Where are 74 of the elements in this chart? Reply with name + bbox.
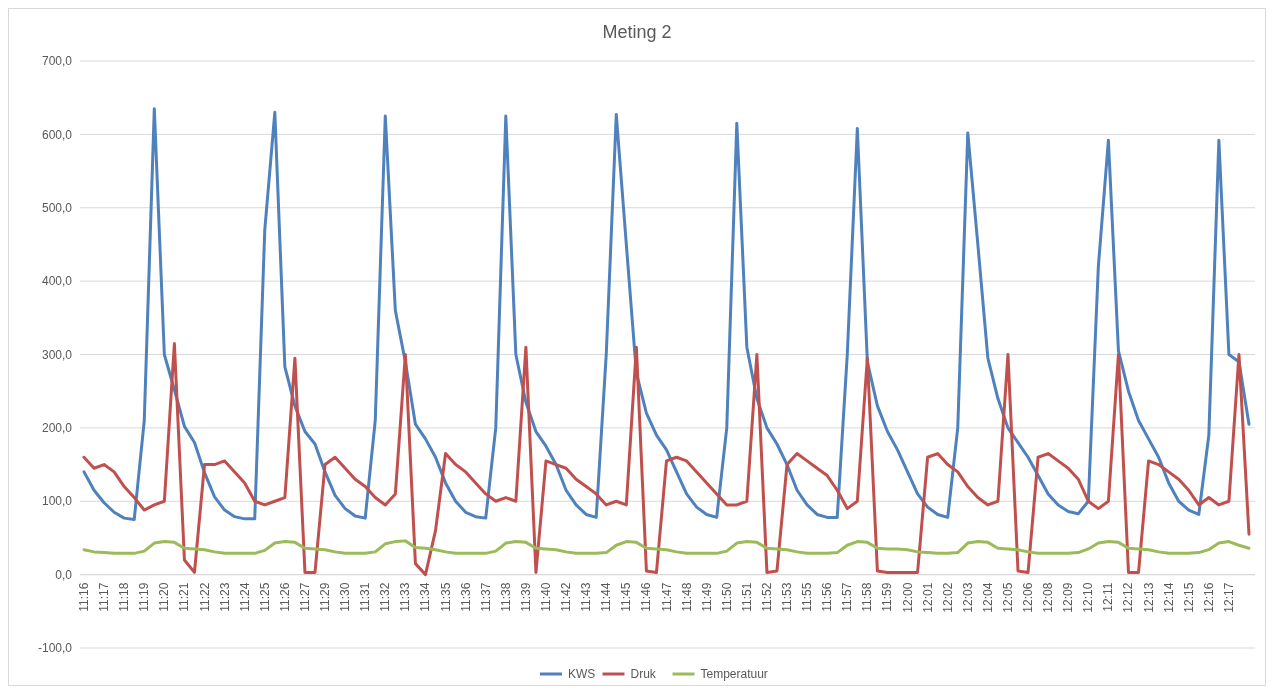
x-tick-label: 12:17 (1221, 582, 1236, 613)
y-tick-label: 600,0 (41, 127, 73, 142)
x-tick-label: 11:38 (498, 582, 513, 612)
x-tick-label: 11:16 (77, 582, 91, 612)
x-tick-label: 11:47 (659, 582, 674, 612)
line-series (82, 539, 1251, 555)
y-tick-label: 500,0 (41, 200, 73, 215)
x-tick-label: 11:58 (860, 582, 875, 612)
x-tick-label: 11:43 (579, 582, 594, 612)
x-tick-label: 12:16 (1201, 582, 1216, 613)
x-tick-label: 11:57 (840, 582, 855, 612)
x-tick-label: 11:21 (177, 582, 192, 612)
y-tick-label: 100,0 (41, 494, 73, 509)
x-tick-label: 11:42 (559, 582, 574, 612)
x-tick-label: 11:25 (257, 582, 272, 612)
legend-label: Druk (630, 667, 657, 682)
x-tick-label: 12:01 (920, 582, 935, 613)
x-tick-label: 11:44 (599, 582, 614, 612)
x-tick-label: 11:48 (679, 582, 694, 612)
x-tick-label: 11:45 (619, 582, 634, 612)
legend-label: KWS (568, 667, 596, 682)
x-tick-label: 11:46 (639, 582, 654, 612)
x-tick-label: 12:11 (1101, 582, 1116, 612)
x-tick-label: 11:20 (157, 582, 172, 612)
y-tick-label: 0,0 (55, 567, 73, 582)
x-tick-label: 11:37 (478, 582, 493, 612)
x-tick-label: 11:34 (418, 582, 433, 612)
y-tick-label: 400,0 (41, 274, 73, 289)
x-tick-label: 11:31 (358, 582, 373, 612)
x-tick-label: 12:12 (1121, 582, 1136, 613)
x-tick-label: 11:19 (137, 582, 152, 612)
x-tick-label: 11:51 (739, 582, 754, 612)
x-tick-label: 12:00 (900, 582, 915, 613)
x-tick-label: 12:14 (1161, 582, 1176, 613)
x-tick-label: 12:10 (1081, 582, 1096, 613)
x-tick-label: 11:39 (518, 582, 533, 612)
x-tick-label: 11:49 (699, 582, 714, 612)
line-series (82, 107, 1251, 522)
x-tick-label: 11:23 (217, 582, 232, 612)
x-tick-label: 11:33 (398, 582, 413, 612)
x-tick-label: 11:36 (458, 582, 473, 612)
x-tick-label: 12:03 (960, 582, 975, 613)
y-tick-label: 300,0 (41, 347, 73, 362)
x-tick-label: 11:35 (438, 582, 453, 612)
x-tick-label: 11:56 (820, 582, 835, 612)
legend-label: Temperatuur (700, 667, 768, 682)
x-tick-label: 11:50 (719, 582, 734, 612)
x-tick-label: 12:15 (1181, 582, 1196, 613)
x-tick-label: 12:02 (940, 582, 955, 613)
chart-title: Meting 2 (602, 22, 672, 42)
x-tick-label: 11:59 (880, 582, 895, 612)
x-tick-label: 11:27 (297, 582, 312, 612)
x-tick-label: 11:29 (318, 582, 333, 612)
x-tick-label: 12:13 (1141, 582, 1156, 613)
y-tick-label: 700,0 (41, 54, 73, 69)
x-tick-label: 11:24 (237, 582, 252, 612)
line-series (82, 341, 1251, 577)
x-tick-label: 11:53 (780, 582, 795, 612)
x-tick-label: 12:09 (1061, 582, 1076, 613)
x-tick-label: 11:22 (197, 582, 212, 612)
x-tick-label: 11:30 (338, 582, 353, 612)
x-tick-label: 12:06 (1021, 582, 1036, 613)
x-tick-label: 12:08 (1041, 582, 1056, 613)
y-tick-label: -100,0 (37, 641, 73, 656)
x-tick-label: 11:18 (117, 582, 132, 612)
x-tick-label: 11:55 (800, 582, 815, 612)
x-tick-label: 11:26 (277, 582, 292, 612)
x-tick-label: 12:05 (1000, 582, 1015, 613)
x-tick-label: 11:40 (538, 582, 553, 612)
x-tick-label: 11:32 (378, 582, 393, 612)
x-tick-label: 11:17 (97, 582, 112, 612)
x-tick-label: 11:52 (759, 582, 774, 612)
y-tick-label: 200,0 (41, 421, 73, 436)
x-tick-label: 12:04 (980, 582, 995, 613)
